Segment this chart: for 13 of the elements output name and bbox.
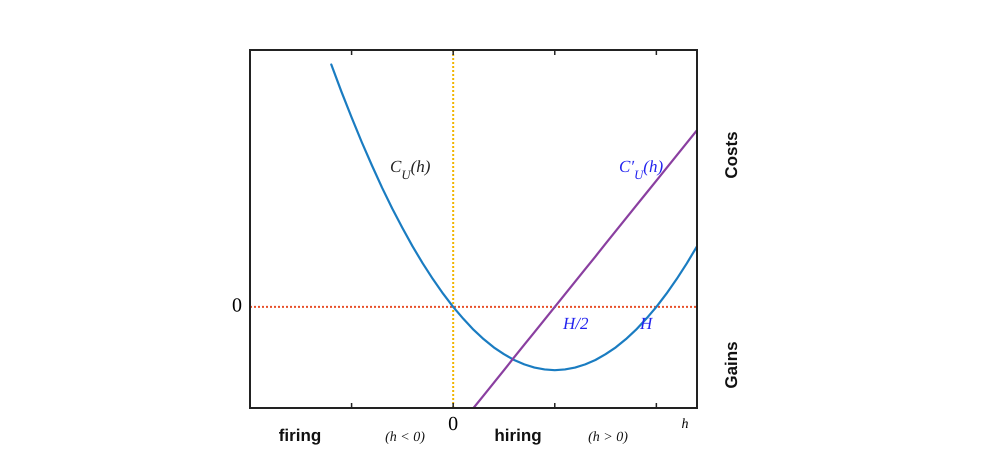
text: hiring bbox=[494, 426, 542, 445]
annotation: C$_{U}$(h) bbox=[390, 156, 431, 182]
text: firing bbox=[278, 426, 322, 445]
text: 0 bbox=[448, 413, 458, 435]
text: (h > 0) bbox=[588, 430, 628, 445]
annotation: C′$_{U}$(h) bbox=[619, 156, 664, 182]
annotation: H/2 bbox=[562, 314, 589, 333]
text: Gains bbox=[722, 341, 741, 389]
ref-line-label: 0 bbox=[232, 294, 242, 317]
text: Costs bbox=[722, 131, 741, 179]
text: (h < 0) bbox=[385, 430, 426, 445]
annotation: H bbox=[639, 314, 654, 333]
x-axis-title: h bbox=[682, 417, 688, 432]
